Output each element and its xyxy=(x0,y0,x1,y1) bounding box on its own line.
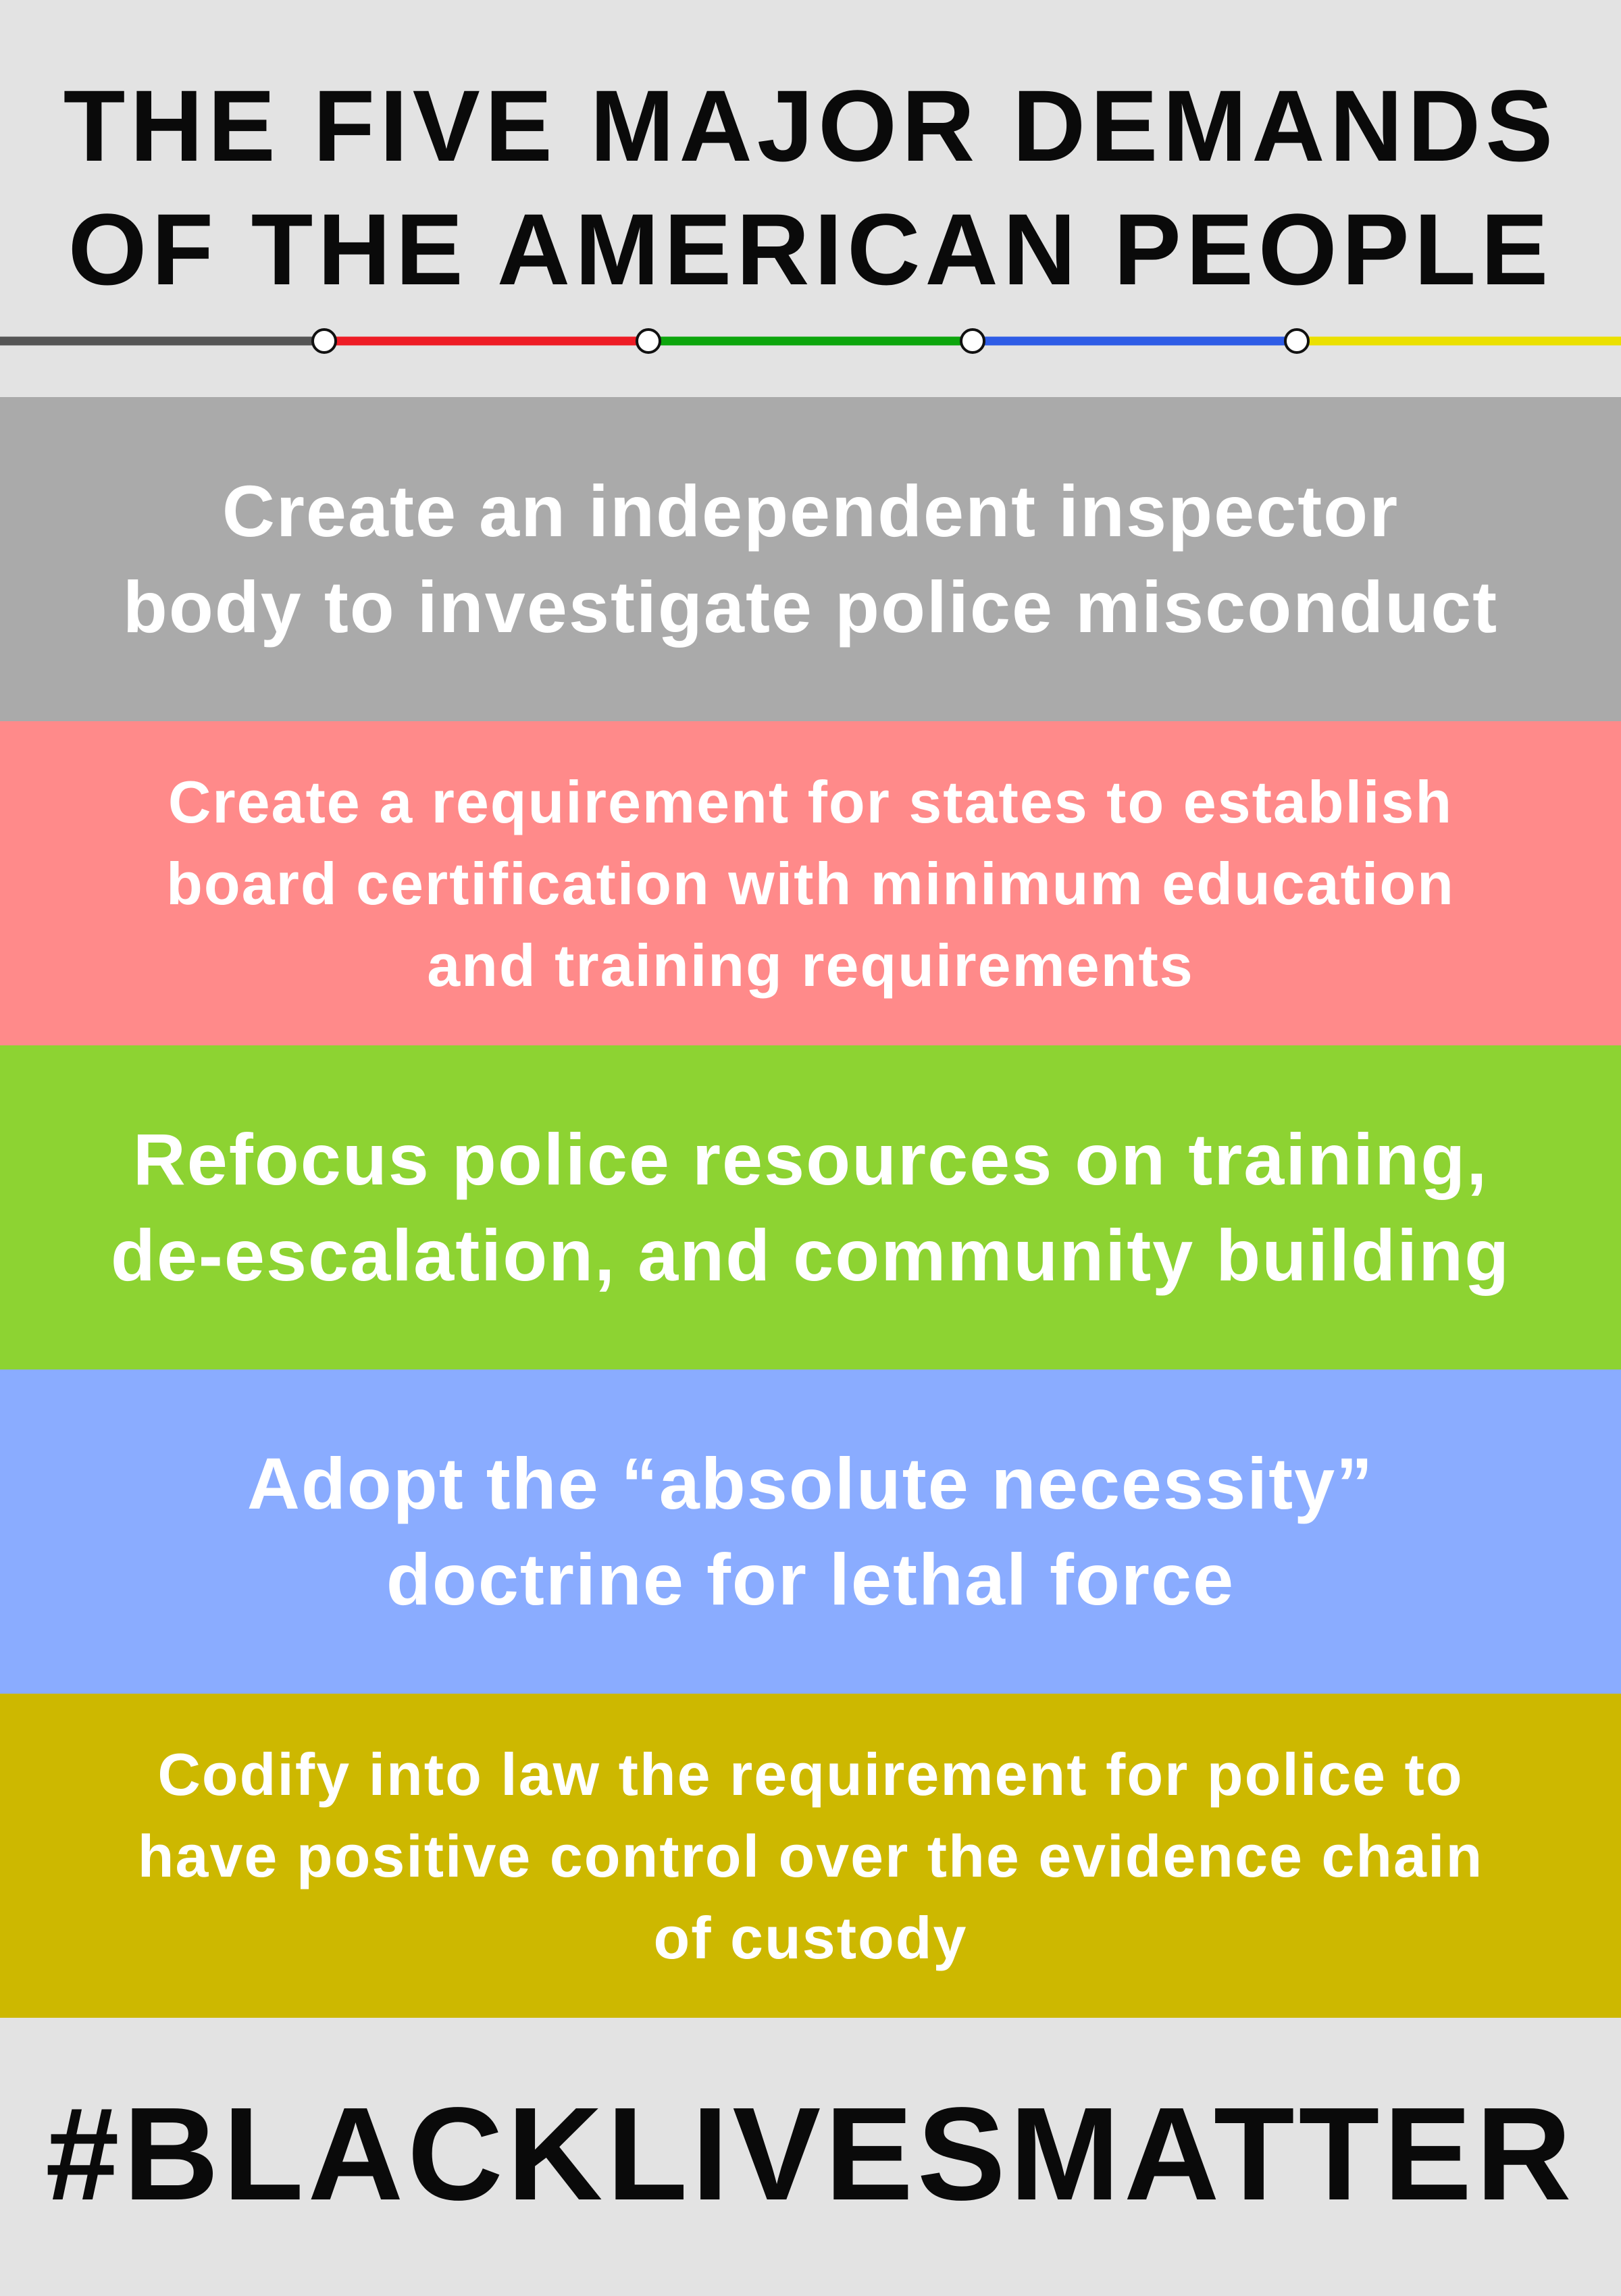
demand-3-line-2: de-escalation, and community building xyxy=(110,1214,1511,1296)
demand-3-band: Refocus police resources on training, de… xyxy=(0,1045,1621,1369)
timeline-node xyxy=(960,328,985,354)
title-line-1: THE FIVE MAJOR DEMANDS xyxy=(63,69,1558,182)
demand-5-line-1: Codify into law the requirement for poli… xyxy=(157,1740,1464,1808)
demand-3-line-1: Refocus police resources on training, xyxy=(132,1118,1489,1200)
demand-2-line-2: board certification with minimum educati… xyxy=(166,850,1455,917)
demand-5-band: Codify into law the requirement for poli… xyxy=(0,1694,1621,2018)
demand-2-line-1: Create a requirement for states to estab… xyxy=(168,768,1453,835)
color-timeline xyxy=(0,321,1621,361)
hashtag-footer: #BLACKLIVESMATTER xyxy=(45,2080,1576,2228)
demand-4-line-1: Adopt the “absolute necessity” xyxy=(247,1442,1374,1524)
demand-1-band: Create an independent inspector body to … xyxy=(0,397,1621,721)
demand-4-line-2: doctrine for lethal force xyxy=(386,1538,1235,1620)
page-title: THE FIVE MAJOR DEMANDS OF THE AMERICAN P… xyxy=(0,64,1621,311)
demand-2-line-3: and training requirements xyxy=(427,931,1194,999)
demand-1-line-2: body to investigate police misconduct xyxy=(122,566,1499,648)
demand-5-line-3: of custody xyxy=(653,1904,968,1971)
timeline-node xyxy=(1284,328,1310,354)
timeline-node xyxy=(636,328,661,354)
demand-1-line-1: Create an independent inspector xyxy=(222,470,1399,552)
timeline-node xyxy=(311,328,337,354)
title-line-2: OF THE AMERICAN PEOPLE xyxy=(68,192,1553,306)
demand-4-band: Adopt the “absolute necessity” doctrine … xyxy=(0,1369,1621,1694)
demand-5-line-2: have positive control over the evidence … xyxy=(137,1822,1484,1889)
demand-2-band: Create a requirement for states to estab… xyxy=(0,721,1621,1045)
